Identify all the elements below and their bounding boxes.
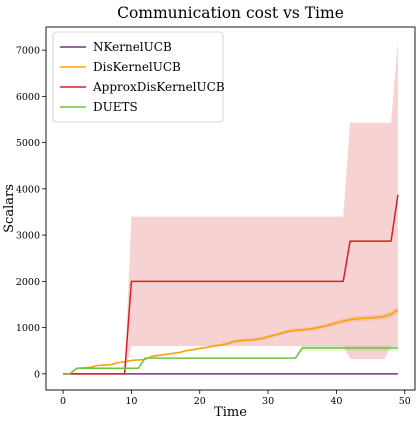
- y-tick-label: 1000: [16, 323, 40, 334]
- approxdiskernelucb-line: [63, 194, 399, 375]
- x-tick-label: 0: [60, 396, 66, 407]
- y-tick-label: 2000: [16, 277, 40, 288]
- x-tick-label: 30: [262, 396, 274, 407]
- x-tick-label: 50: [399, 396, 411, 407]
- legend-box: [52, 31, 224, 123]
- y-tick-label: 3000: [16, 231, 40, 242]
- y-axis-label: Scalars: [2, 184, 17, 233]
- duets-band: [63, 345, 398, 374]
- legend-label: DisKernelUCB: [93, 60, 181, 74]
- y-tick-label: 6000: [16, 92, 40, 103]
- legend: NKernelUCB DisKernelUCB ApproxDisKernelUCB…: [52, 31, 225, 123]
- chart-title: Communication cost vs Time: [117, 4, 344, 22]
- legend-label: DUETS: [93, 100, 138, 114]
- y-tick-label: 5000: [16, 138, 40, 149]
- x-tick-label: 40: [330, 396, 342, 407]
- y-axis-ticks: 0 1000 2000 3000 4000 5000 6000 7000: [16, 46, 46, 380]
- x-axis-label: Time: [214, 405, 247, 420]
- x-tick-label: 20: [194, 396, 206, 407]
- legend-label: ApproxDisKernelUCB: [92, 80, 225, 94]
- diskernelucb-line: [63, 309, 399, 375]
- y-tick-label: 4000: [16, 184, 40, 195]
- duets-line: [63, 347, 398, 375]
- x-tick-label: 10: [125, 396, 137, 407]
- legend-label: NKernelUCB: [93, 40, 172, 54]
- x-axis-ticks: 0 10 20 30 40 50: [60, 390, 411, 407]
- y-tick-label: 7000: [16, 46, 40, 57]
- series-lines: [63, 194, 399, 375]
- plot-frame: [45, 26, 416, 391]
- approxdiskernelucb-band: [63, 40, 398, 374]
- y-tick-label: 0: [34, 369, 40, 380]
